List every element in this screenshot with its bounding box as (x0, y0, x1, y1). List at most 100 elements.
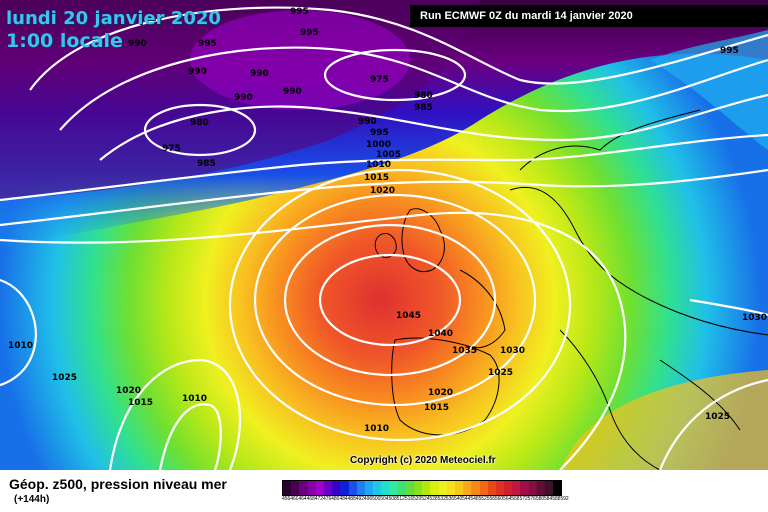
scale-swatch (446, 481, 455, 495)
isobar-label: 990 (283, 87, 302, 97)
scale-swatch (307, 481, 316, 495)
scale-swatch (487, 481, 496, 495)
scale-tick-label: 592 (560, 496, 569, 502)
isobar-label: 1010 (182, 394, 207, 404)
scale-swatch (422, 481, 431, 495)
isobar-label: 1045 (396, 311, 421, 321)
scale-swatch (553, 481, 562, 495)
scale-swatch (332, 481, 341, 495)
isobar-label: 1020 (116, 386, 141, 396)
scale-tick-label: 464 (298, 496, 307, 502)
scale-tick-label: 584 (544, 496, 553, 502)
scale-tick-label: 472 (314, 496, 323, 502)
isobar-label: 1005 (376, 150, 401, 160)
coastlines (374, 109, 768, 471)
scale-tick-label: 568 (511, 496, 520, 502)
scale-tick-label: 572 (519, 496, 528, 502)
isobar-label: 1020 (370, 186, 395, 196)
scale-swatch (471, 481, 480, 495)
isobar-label: 995 (720, 46, 739, 56)
low-center (190, 10, 410, 110)
scale-tick-label: 476 (322, 496, 332, 502)
scale-tick-label: 500 (372, 496, 381, 502)
isobar-label: 1010 (8, 341, 33, 351)
isobar-label: 995 (370, 128, 389, 138)
scale-tick-label: 484 (339, 496, 348, 502)
forecast-local-time: 1:00 locale (6, 30, 123, 52)
scale-tick-label: 468 (306, 496, 315, 502)
scale-swatch (545, 481, 554, 495)
scale-swatch (283, 481, 292, 495)
scale-tick-label: 528 (429, 496, 438, 502)
scale-tick-label: 564 (503, 496, 512, 502)
isobar-label: 985 (197, 159, 216, 169)
scale-tick-label: 492 (355, 496, 364, 502)
scale-swatch (504, 481, 513, 495)
isobar-label: 995 (198, 39, 217, 49)
isobars (0, 6, 768, 471)
scale-swatch (479, 481, 488, 495)
legend-title: Géop. z500, pression niveau mer (9, 476, 227, 492)
scale-swatch (528, 481, 537, 495)
isobar-label: 1015 (424, 403, 449, 413)
run-info-box: Run ECMWF 0Z du mardi 14 janvier 2020 (410, 5, 768, 27)
isobar-label: 995 (290, 7, 309, 17)
scale-swatch (495, 481, 505, 495)
scale-swatch (430, 481, 439, 495)
run-info-text: Run ECMWF 0Z du mardi 14 janvier 2020 (420, 10, 633, 22)
isobar-label: 1030 (500, 346, 525, 356)
scale-tick-label: 544 (462, 496, 471, 502)
isobar-label: 995 (300, 28, 319, 38)
color-scale-ticks: 456 460 464 468 472 476 480 484 488 492 496 500 504 5… (282, 496, 569, 502)
forecast-time: lundi 20 janvier 2020 1:00 locale (6, 8, 221, 52)
copyright: Copyright (c) 2020 Meteociel.fr (350, 455, 496, 466)
color-scale (282, 480, 563, 496)
scale-tick-label: 524 (421, 496, 430, 502)
isobar-label: 990 (234, 93, 253, 103)
isobar-label: 1025 (488, 368, 513, 378)
scale-swatch (323, 481, 333, 495)
scale-swatch (356, 481, 365, 495)
isobar-label: 1000 (366, 140, 391, 150)
scale-tick-label: 532 (437, 496, 446, 502)
scale-swatch (315, 481, 324, 495)
scale-swatch (340, 481, 349, 495)
scale-tick-label: 504 (380, 496, 389, 502)
isobar-label: 1010 (366, 160, 391, 170)
isobar-label: 1025 (705, 412, 730, 422)
scale-swatch (438, 481, 447, 495)
scale-swatch (381, 481, 390, 495)
scale-tick-label: 556 (486, 496, 495, 502)
scale-swatch (389, 481, 398, 495)
scale-tick-label: 516 (404, 496, 413, 502)
scale-tick-label: 536 (445, 496, 454, 502)
isobar-label: 975 (162, 144, 181, 154)
scale-swatch (299, 481, 308, 495)
scale-swatch (512, 481, 521, 495)
legend-subtitle: (+144h) (14, 494, 50, 505)
scale-tick-label: 496 (363, 496, 373, 502)
weather-map: 995 995 995 990 990 990 990 990 975 980 985 995 980 9… (0, 0, 768, 471)
isobar-label: 990 (188, 67, 207, 77)
southeast-warm-field (560, 370, 768, 470)
scale-swatch (536, 481, 545, 495)
scale-tick-label: 512 (396, 496, 405, 502)
scale-swatch (373, 481, 382, 495)
scale-swatch (454, 481, 464, 495)
scale-tick-label: 580 (535, 496, 544, 502)
isobar-label: 1020 (428, 388, 453, 398)
isobar-label: 980 (414, 91, 433, 101)
isobar-label: 990 (250, 69, 269, 79)
scale-swatch (364, 481, 374, 495)
isobar-label: 1025 (52, 373, 77, 383)
scale-swatch (463, 481, 472, 495)
scale-swatch (291, 481, 300, 495)
forecast-date: lundi 20 janvier 2020 (6, 8, 221, 29)
scale-swatch (397, 481, 406, 495)
isobar-label: 1010 (364, 424, 389, 434)
isobar-label: 980 (190, 118, 209, 128)
legend-bar: Géop. z500, pression niveau mer (+144h) … (0, 470, 768, 512)
scale-tick-label: 588 (552, 496, 561, 502)
